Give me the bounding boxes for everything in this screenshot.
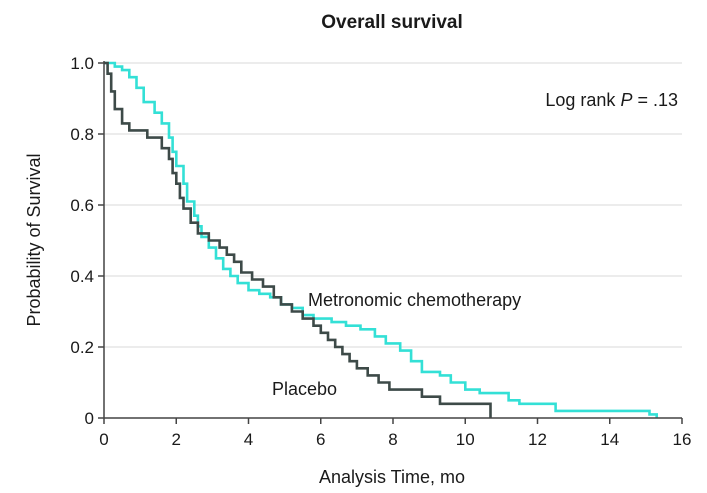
x-tick-label: 8 [388, 430, 397, 449]
y-axis-label: Probability of Survival [24, 153, 44, 326]
log-rank-text: Log rank [545, 90, 616, 110]
axes [103, 61, 682, 419]
series-line-metronomic-chemotherapy [104, 61, 658, 418]
y-tick-labels: 0 0.2 0.4 0.6 0.8 1.0 [70, 54, 104, 428]
x-tick-label: 10 [456, 430, 475, 449]
x-tick-label: 2 [172, 430, 181, 449]
x-tick-label: 16 [673, 430, 692, 449]
y-tick-label: 0 [85, 409, 94, 428]
chart-title: Overall survival [321, 12, 463, 33]
series-label-placebo: Placebo [272, 379, 337, 399]
y-tick-label: 0.4 [70, 267, 94, 286]
log-rank-p-value: = .13 [637, 90, 678, 110]
series-layer [104, 61, 658, 418]
y-tick-label: 1.0 [70, 54, 94, 73]
x-tick-label: 6 [316, 430, 325, 449]
x-tick-label: 14 [600, 430, 619, 449]
gridlines [104, 62, 682, 348]
log-rank-annotation: Log rank P = .13 [545, 90, 678, 110]
y-tick-label: 0.2 [70, 338, 94, 357]
x-axis-label: Analysis Time, mo [319, 467, 465, 487]
series-line-placebo [104, 61, 492, 418]
series-label-metronomic: Metronomic chemotherapy [308, 290, 521, 310]
x-tick-label: 4 [244, 430, 253, 449]
log-rank-p-symbol: P [620, 90, 632, 110]
y-tick-label: 0.8 [70, 125, 94, 144]
x-tick-labels: 0 2 4 6 8 10 12 14 16 [99, 418, 691, 449]
y-tick-label: 0.6 [70, 196, 94, 215]
x-tick-label: 12 [528, 430, 547, 449]
x-tick-label: 0 [99, 430, 108, 449]
